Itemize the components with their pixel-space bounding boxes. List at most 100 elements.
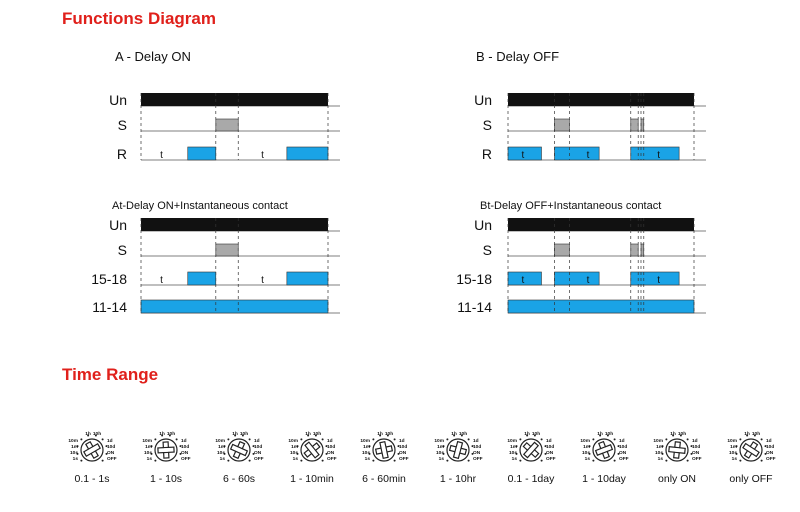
dial-scale-label: 10s bbox=[290, 450, 298, 456]
dial-scale-label: 10s bbox=[144, 450, 152, 456]
dial-tick bbox=[76, 445, 79, 448]
dial-scale-label: OFF bbox=[766, 456, 776, 462]
delay-time-label: t bbox=[261, 275, 264, 286]
dial-scale-label: 10s bbox=[70, 450, 78, 456]
functions-diagram-heading: Functions Diagram bbox=[62, 9, 216, 28]
dial-scale-label: ON bbox=[766, 450, 774, 456]
dial-scale-label: 10d bbox=[619, 444, 627, 450]
dial-tick bbox=[223, 445, 226, 448]
timing-panel: Bt-Delay OFF+Instantaneous contact Un S 15-… bbox=[456, 200, 706, 315]
dial-scale-label: ON bbox=[327, 450, 335, 456]
dial-scale-label: 10m bbox=[507, 438, 517, 444]
dial-scale-label: 1d bbox=[107, 438, 113, 444]
dial-scale-label: ON bbox=[181, 450, 189, 456]
dial-tick bbox=[248, 459, 251, 462]
dial-scale-label: 10h bbox=[240, 431, 248, 437]
dial-tick bbox=[735, 445, 738, 448]
dial-tick bbox=[179, 452, 182, 455]
dial-tick bbox=[467, 438, 470, 441]
dial-tick bbox=[150, 452, 153, 455]
dial-tick bbox=[372, 459, 375, 462]
dial-tick bbox=[296, 445, 299, 448]
dial-tick bbox=[300, 438, 303, 441]
dial-tick bbox=[599, 434, 602, 437]
dial-scale-label: OFF bbox=[399, 456, 409, 462]
dial-scale-label: 1d bbox=[399, 438, 405, 444]
dial-tick bbox=[613, 438, 616, 441]
signal-label: S bbox=[118, 117, 127, 133]
dial-scale-label: 1d bbox=[181, 438, 187, 444]
timing-panel: A - Delay ON Un SR t t bbox=[109, 49, 340, 162]
dial-tick bbox=[321, 438, 324, 441]
dial-tick bbox=[161, 434, 164, 437]
dial-scale-label: 1h bbox=[670, 431, 676, 437]
dial-tick bbox=[101, 438, 104, 441]
dial-tick bbox=[101, 459, 104, 462]
dial-scale-label: 10h bbox=[385, 431, 393, 437]
dial-tick bbox=[296, 452, 299, 455]
dial-tick bbox=[386, 434, 389, 437]
supply-pulse bbox=[508, 93, 694, 106]
knob-center bbox=[236, 447, 242, 453]
dial-scale-label: 10s bbox=[509, 450, 517, 456]
dial-scale-label: 10m bbox=[580, 438, 590, 444]
dial-tick bbox=[540, 438, 543, 441]
dial-scale-label: 1h bbox=[159, 431, 165, 437]
dial-tick bbox=[179, 445, 182, 448]
knob-center bbox=[528, 447, 534, 453]
dial-tick bbox=[175, 459, 178, 462]
dial-tick bbox=[442, 445, 445, 448]
dial-tick bbox=[241, 434, 244, 437]
dial-scale-label: 10d bbox=[327, 444, 335, 450]
dial-knob bbox=[668, 441, 686, 459]
dial-tick bbox=[368, 452, 371, 455]
dial-scale-label: 10m bbox=[434, 438, 444, 444]
dial-scale-label: ON bbox=[473, 450, 481, 456]
signal-label: R bbox=[482, 146, 492, 162]
dial-scale-label: 10m bbox=[215, 438, 225, 444]
dial-tick bbox=[617, 445, 620, 448]
dial-tick bbox=[471, 452, 474, 455]
delay-time-label: t bbox=[521, 275, 524, 286]
dial-scale-label: 10h bbox=[313, 431, 321, 437]
dial-scale-label: ON bbox=[254, 450, 262, 456]
dial-scale-label: 1h bbox=[597, 431, 603, 437]
dial-scale-label: 10d bbox=[766, 444, 774, 450]
time-range-label: only OFF bbox=[729, 473, 772, 485]
dial-scale-label: 10s bbox=[655, 450, 663, 456]
dial-scale-label: ON bbox=[619, 450, 627, 456]
dial-tick bbox=[325, 445, 328, 448]
dial-scale-label: 1m bbox=[656, 444, 663, 450]
dial-scale-label: 1m bbox=[145, 444, 152, 450]
dial-scale-label: 1h bbox=[85, 431, 91, 437]
knob-center bbox=[309, 447, 315, 453]
signal-label: 11-14 bbox=[92, 299, 127, 315]
dial-scale-label: OFF bbox=[692, 456, 702, 462]
dial-scale-label: 1d bbox=[766, 438, 772, 444]
dial-scale-label: 1d bbox=[327, 438, 333, 444]
dial-tick bbox=[690, 452, 693, 455]
time-range-label: only ON bbox=[658, 473, 696, 485]
dial-tick bbox=[397, 445, 400, 448]
dial-scale-label: OFF bbox=[181, 456, 191, 462]
dial-tick bbox=[519, 459, 522, 462]
dial-tick bbox=[661, 445, 664, 448]
dial-knob bbox=[157, 441, 175, 459]
panel-title: A - Delay ON bbox=[115, 49, 191, 64]
dial-tick bbox=[94, 434, 97, 437]
dial-scale-label: 1h bbox=[451, 431, 457, 437]
dial-tick bbox=[80, 438, 83, 441]
dial-scale-label: 1s bbox=[220, 456, 226, 462]
dial-knob bbox=[448, 440, 468, 460]
knob-center bbox=[748, 447, 754, 453]
dial-tick bbox=[252, 452, 255, 455]
time-range-label: 1 - 10s bbox=[150, 473, 182, 485]
dial-tick bbox=[314, 434, 317, 437]
dial-tick bbox=[87, 434, 90, 437]
